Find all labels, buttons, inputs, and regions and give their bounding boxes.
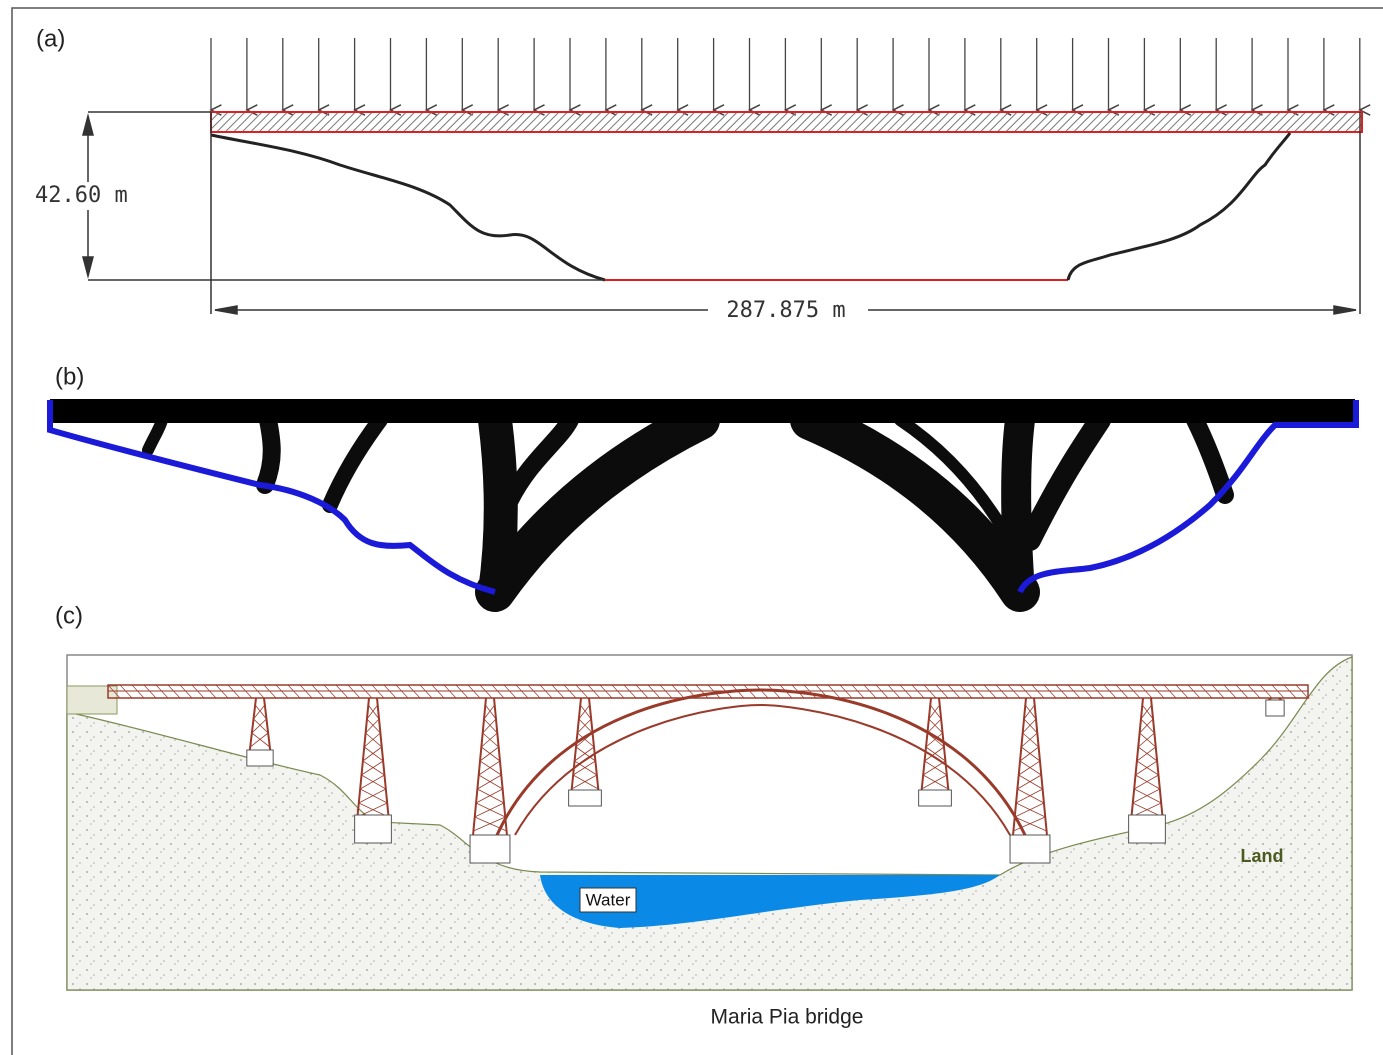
pier-base [1266, 700, 1284, 716]
pier-base [247, 750, 273, 766]
caption: Maria Pia bridge [711, 1006, 864, 1029]
pier-base [1129, 815, 1166, 843]
land-label: Land [1241, 846, 1284, 866]
load-arrows [211, 38, 1360, 110]
panel-label: (c) [55, 602, 83, 629]
pier-base [355, 815, 392, 843]
panel-label: (a) [36, 25, 65, 52]
pier-base [569, 790, 602, 806]
panel-label: (b) [55, 363, 84, 390]
pier-base [470, 835, 510, 863]
pier-base [1010, 835, 1050, 863]
pier-base [919, 790, 952, 806]
support-right [1020, 400, 1356, 592]
abutment [67, 686, 117, 714]
span-dimension: 287.875 m [726, 298, 845, 323]
height-dimension: 42.60 m [35, 183, 128, 208]
deck-bar [50, 399, 1355, 423]
deck-domain [211, 112, 1362, 132]
dimension-lines [83, 112, 1360, 314]
terrain-left [211, 135, 605, 280]
water-label: Water [586, 890, 631, 909]
terrain-right [1068, 133, 1290, 280]
topology-struts [148, 420, 1225, 592]
figure: (a) 42.60 m 287.875 m (b) (c) [0, 0, 1383, 1055]
